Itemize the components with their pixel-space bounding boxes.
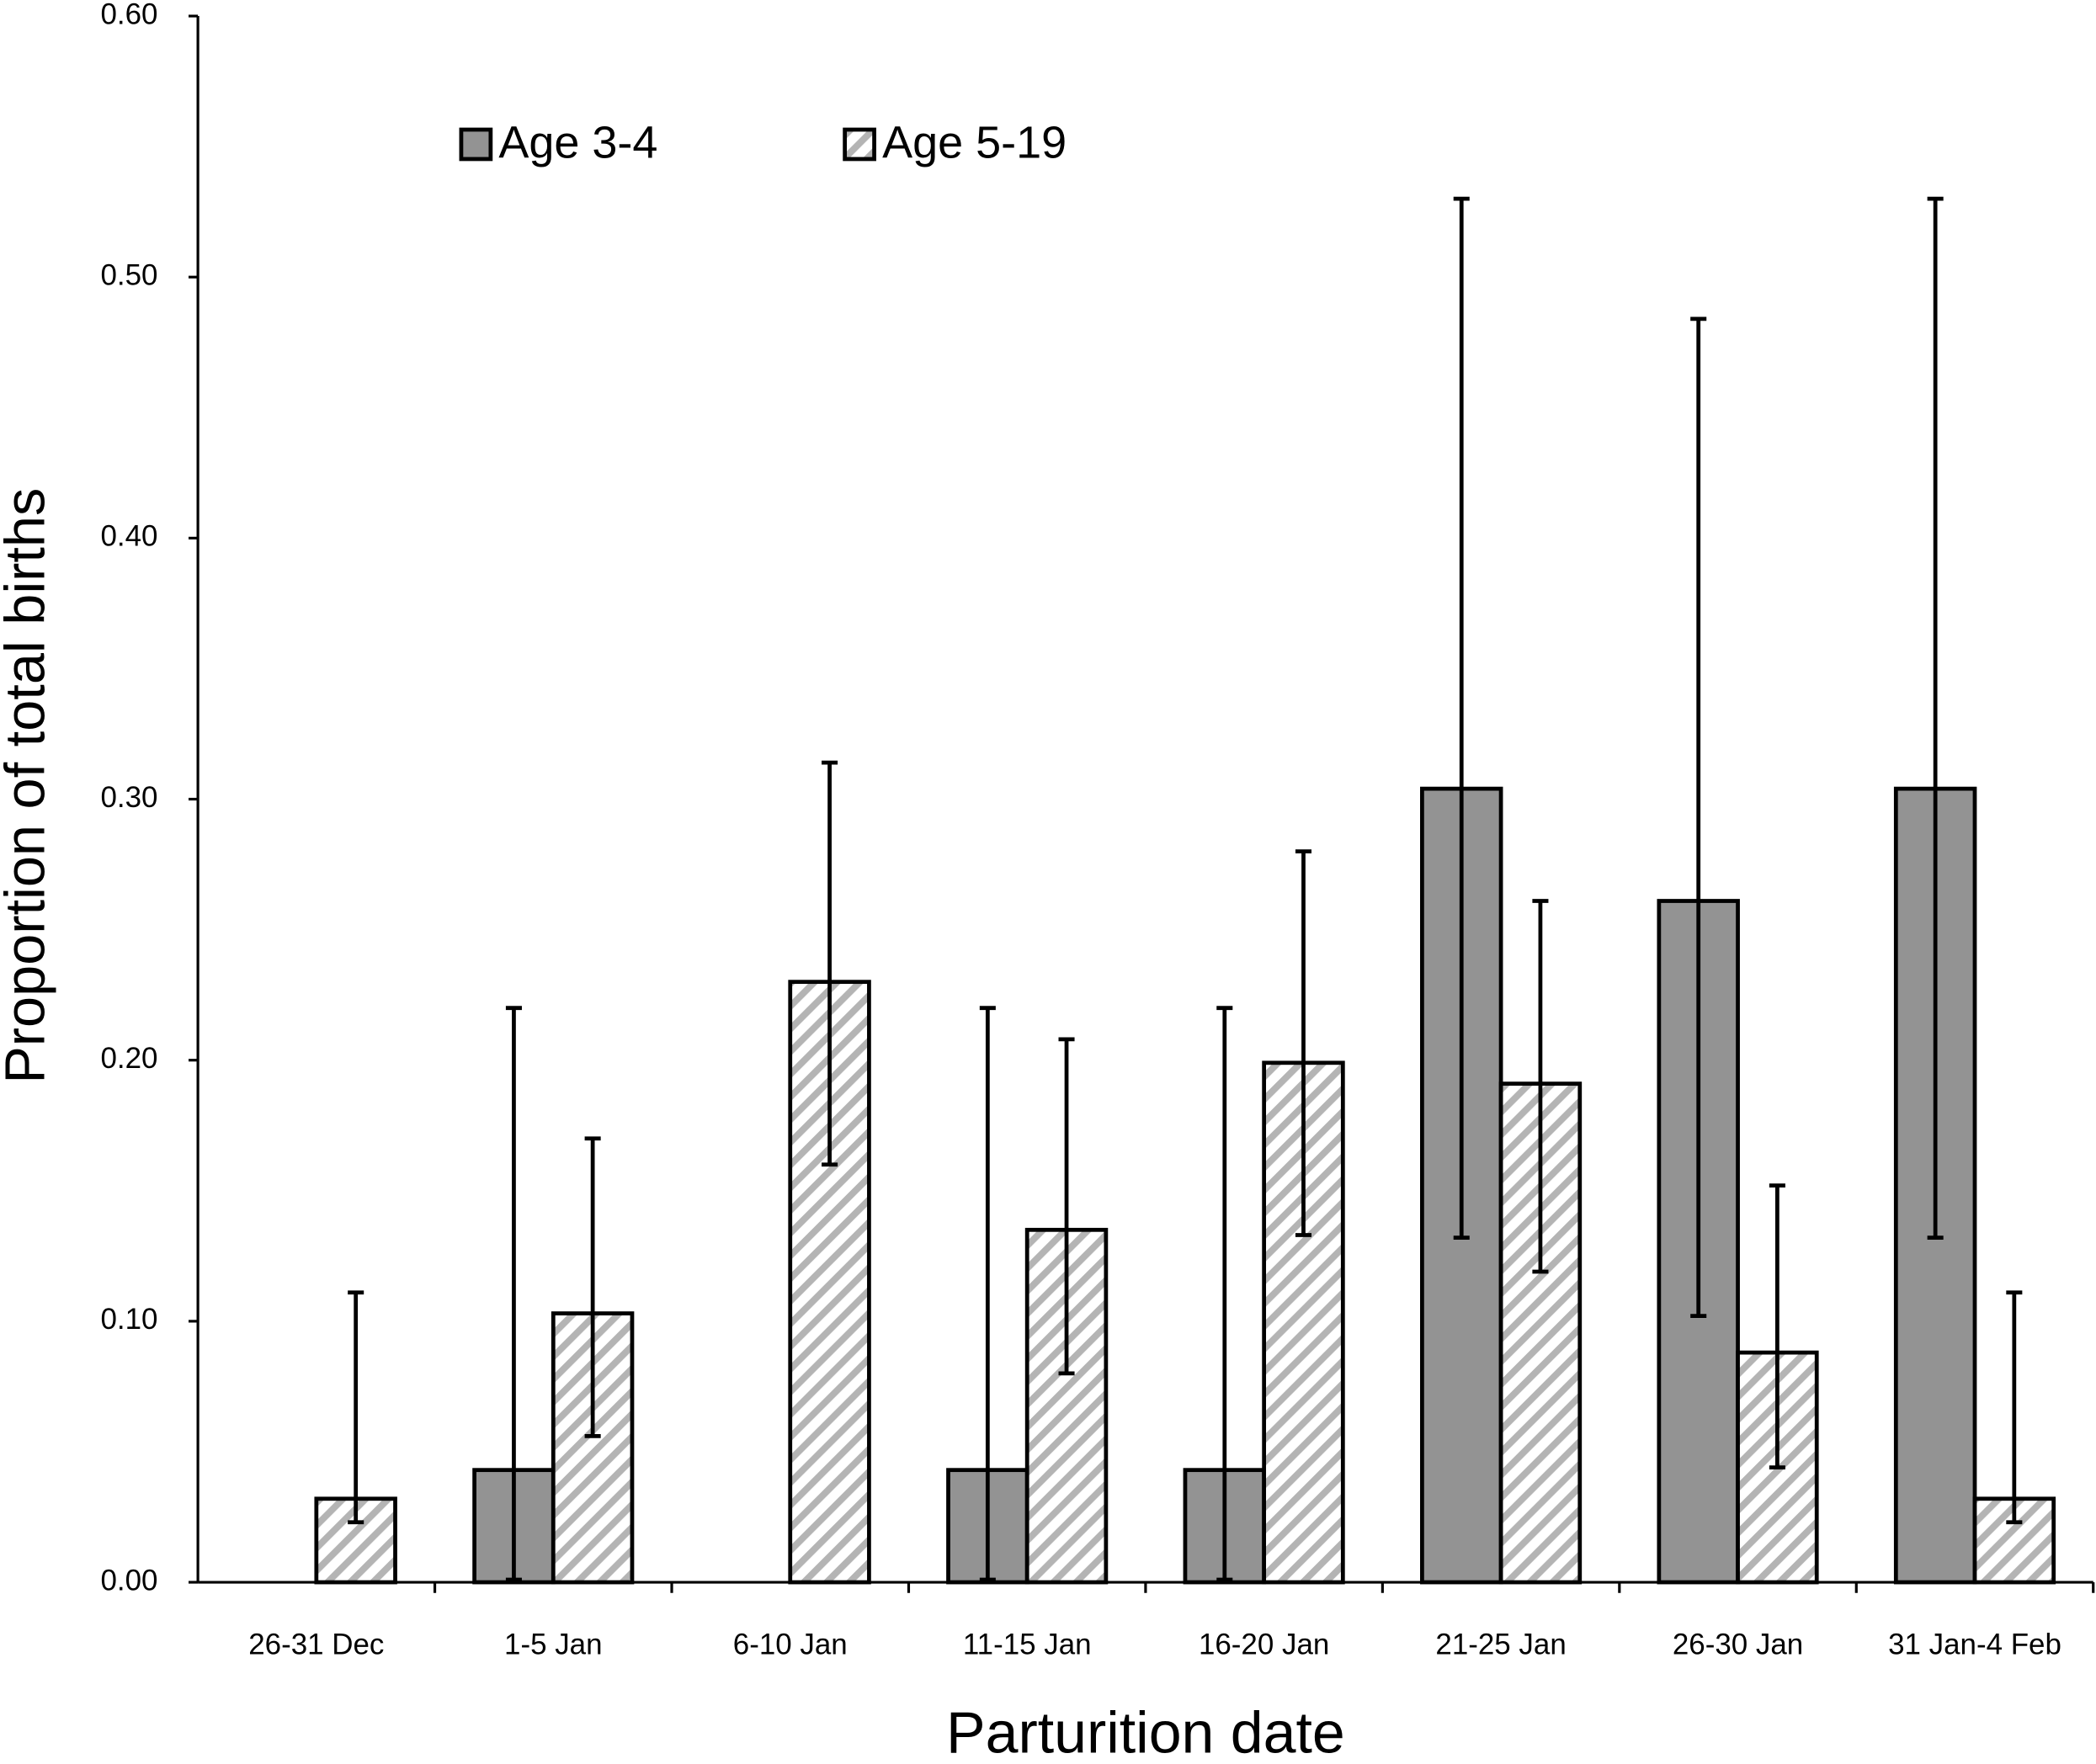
legend-label: Age 3-4	[498, 117, 657, 167]
legend-swatch	[843, 127, 876, 162]
x-tick-label: 1-5 Jan	[504, 1629, 602, 1661]
legend-swatch	[459, 127, 493, 162]
x-tick-label: 26-31 Dec	[248, 1629, 384, 1661]
x-tick-label: 26-30 Jan	[1673, 1629, 1803, 1661]
y-tick-label: 0.50	[101, 258, 158, 291]
y-tick-label: 0.60	[101, 0, 158, 30]
x-tick-label: 11-15 Jan	[963, 1629, 1092, 1661]
y-tick-label: 0.10	[101, 1303, 158, 1336]
y-tick-label: 0.20	[101, 1042, 158, 1075]
y-tick-label: 0.00	[101, 1564, 158, 1597]
x-tick-label: 6-10 Jan	[733, 1629, 848, 1661]
x-tick-label: 21-25 Jan	[1435, 1629, 1566, 1661]
y-axis-title: Proportion of total births	[0, 488, 57, 1084]
legend-label: Age 5-19	[882, 117, 1067, 167]
y-tick-label: 0.30	[101, 781, 158, 814]
x-tick-label: 16-20 Jan	[1199, 1629, 1329, 1661]
x-axis-title: Parturition date	[946, 1700, 1345, 1764]
x-tick-label: 31 Jan-4 Feb	[1888, 1629, 2061, 1661]
y-tick-label: 0.40	[101, 520, 158, 553]
